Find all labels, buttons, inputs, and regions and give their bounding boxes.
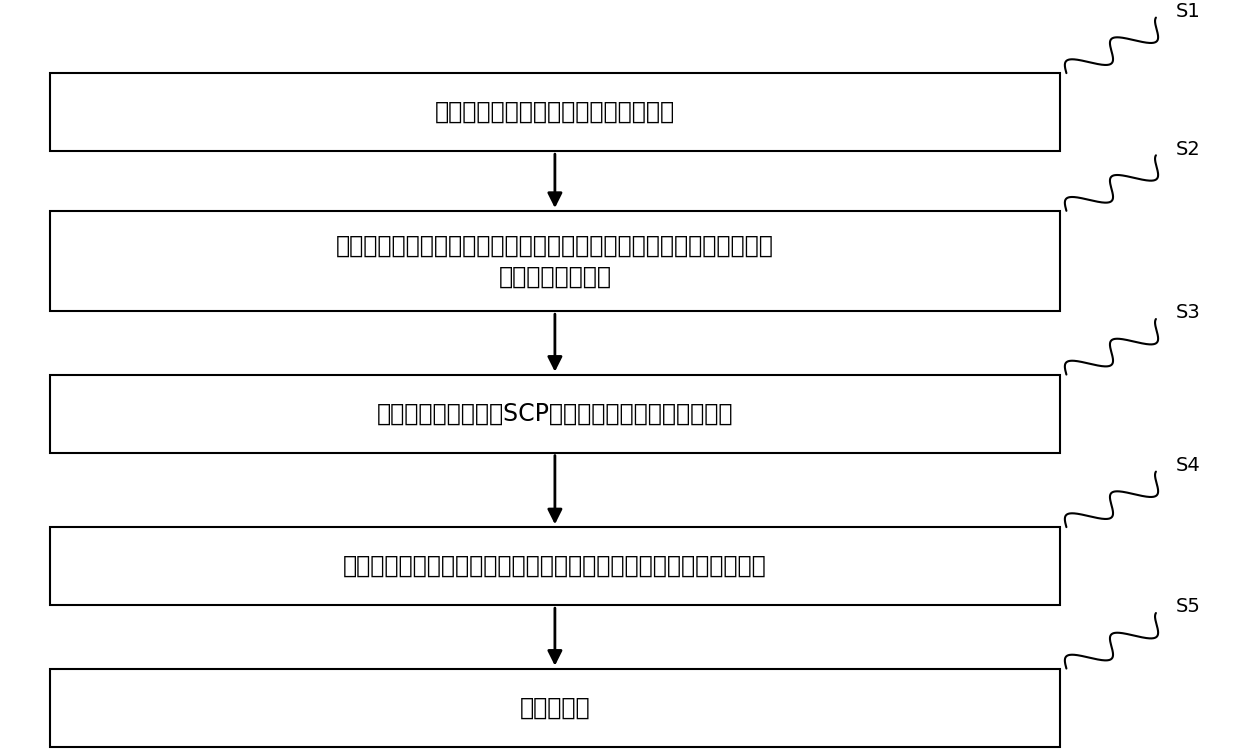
Text: 调整装煤位与共性中心线共线，并调整推焦中心线与共性中心线平行: 调整装煤位与共性中心线共线，并调整推焦中心线与共性中心线平行 <box>343 554 766 578</box>
Text: 化室的共性中心线: 化室的共性中心线 <box>498 265 611 289</box>
Text: S1: S1 <box>1176 2 1200 21</box>
Text: 确定不同炭化室的机侧与焦侧的中心点: 确定不同炭化室的机侧与焦侧的中心点 <box>435 101 675 124</box>
Text: S3: S3 <box>1176 303 1200 323</box>
Bar <box>50 73 1060 151</box>
Bar <box>50 527 1060 606</box>
Text: S4: S4 <box>1176 456 1200 475</box>
Bar <box>50 668 1060 747</box>
Bar <box>50 211 1060 311</box>
Text: 利用共性中心线确定SCP机托煤底板的中心线与之重合: 利用共性中心线确定SCP机托煤底板的中心线与之重合 <box>377 401 733 426</box>
Bar <box>50 374 1060 453</box>
Text: S2: S2 <box>1176 140 1200 159</box>
Text: 将中心点返到实验平台，确定不同炭化室的中心线，找出可满足不同炭: 将中心点返到实验平台，确定不同炭化室的中心线，找出可满足不同炭 <box>336 234 774 258</box>
Text: 调整定位板: 调整定位板 <box>520 696 590 720</box>
Text: S5: S5 <box>1176 597 1200 616</box>
